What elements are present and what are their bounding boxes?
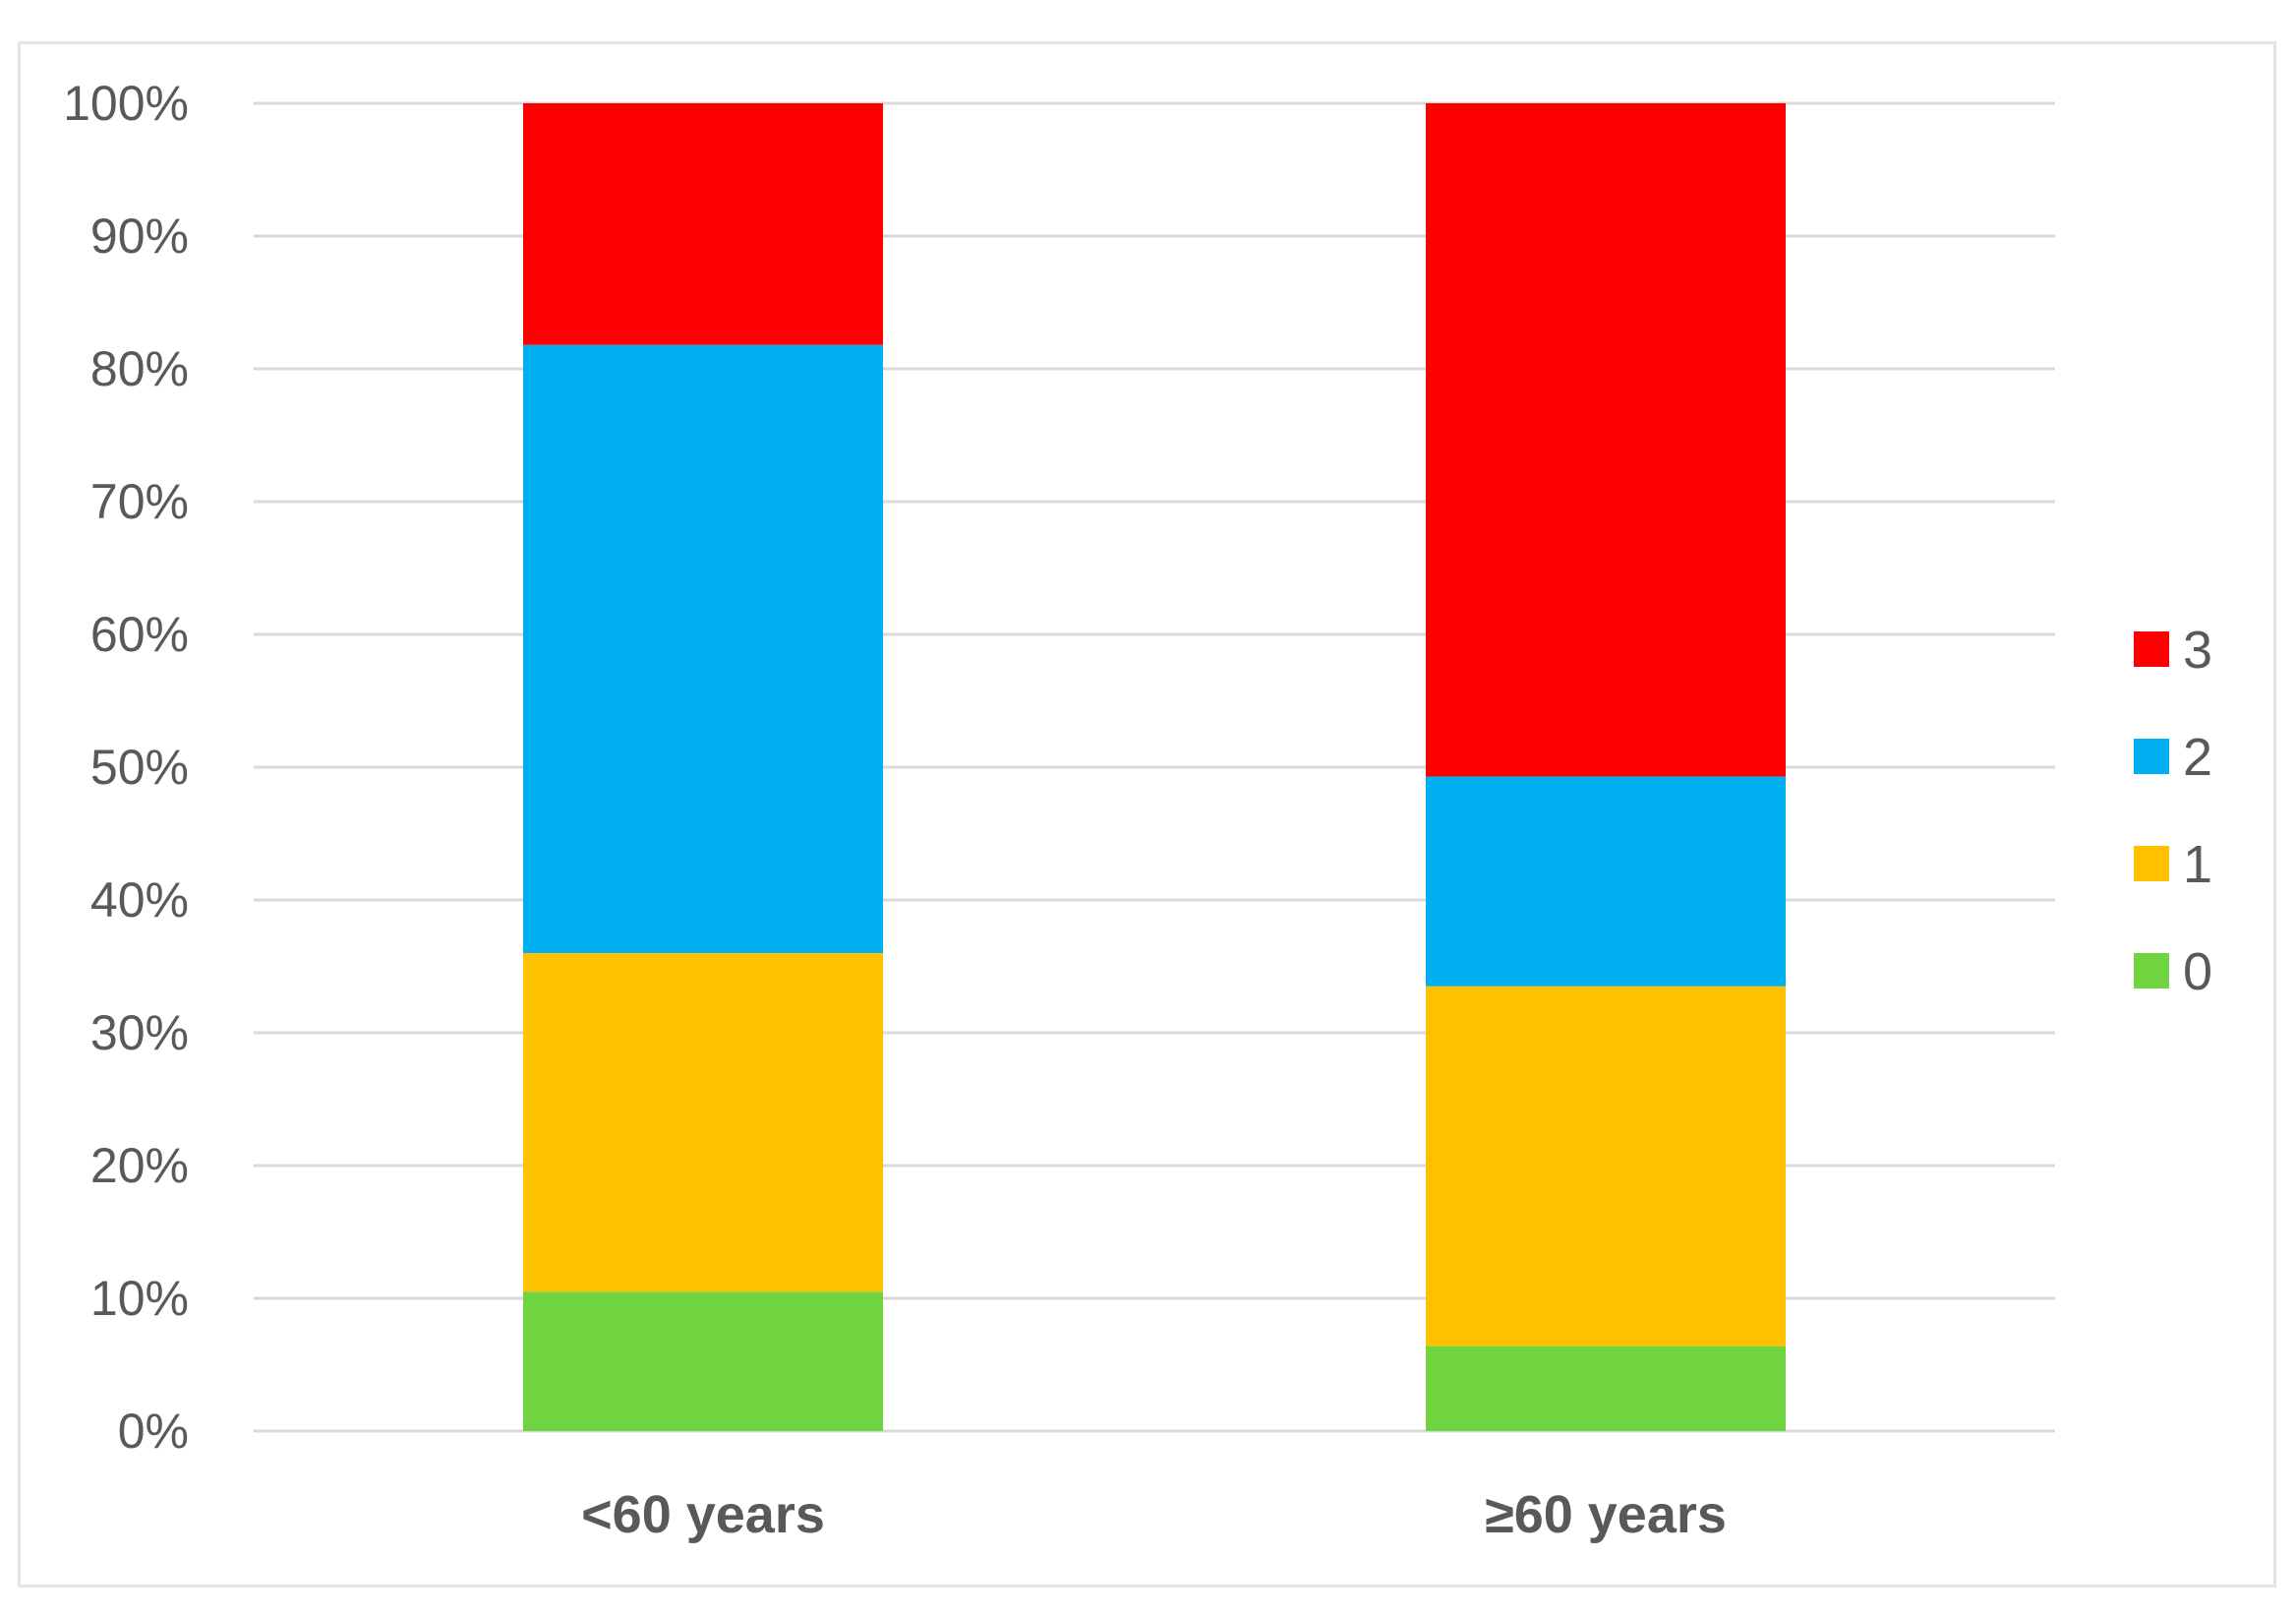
legend-swatch bbox=[2134, 953, 2169, 988]
y-tick-label: 30% bbox=[90, 1005, 189, 1060]
x-category-label: <60 years bbox=[581, 1485, 825, 1544]
legend-label: 1 bbox=[2183, 835, 2212, 894]
y-tick-label: 0% bbox=[118, 1404, 189, 1459]
bar-segment-3 bbox=[1426, 103, 1786, 777]
y-tick-label: 60% bbox=[90, 607, 189, 662]
y-tick-label: 70% bbox=[90, 474, 189, 529]
y-tick-label: 20% bbox=[90, 1138, 189, 1193]
y-tick-label: 90% bbox=[90, 209, 189, 264]
legend-label: 3 bbox=[2183, 621, 2212, 680]
y-tick-label: 50% bbox=[90, 740, 189, 795]
bar-segment-2 bbox=[523, 344, 883, 953]
bar-segment-2 bbox=[1426, 776, 1786, 987]
legend: 3 2 1 0 bbox=[2134, 621, 2212, 1001]
y-axis-ticks: 0% 10% 20% 30% 40% 50% 60% 70% 80% 90% 100% bbox=[63, 76, 189, 1459]
legend-label: 0 bbox=[2183, 942, 2212, 1001]
legend-swatch bbox=[2134, 739, 2169, 774]
y-tick-label: 10% bbox=[90, 1271, 189, 1326]
legend-swatch bbox=[2134, 631, 2169, 667]
legend-label: 2 bbox=[2183, 728, 2212, 787]
bar-segment-1 bbox=[1426, 986, 1786, 1347]
x-axis-categories: <60 years ≥60 years bbox=[581, 1485, 1727, 1544]
bar-segment-0 bbox=[523, 1291, 883, 1431]
y-tick-label: 100% bbox=[63, 76, 189, 131]
y-tick-label: 40% bbox=[90, 872, 189, 928]
legend-swatch bbox=[2134, 846, 2169, 881]
bars bbox=[523, 103, 1786, 1431]
chart-frame bbox=[18, 41, 2276, 1587]
x-category-label: ≥60 years bbox=[1485, 1485, 1727, 1544]
y-tick-label: 80% bbox=[90, 341, 189, 396]
bar-segment-0 bbox=[1426, 1346, 1786, 1431]
bar-segment-3 bbox=[523, 103, 883, 345]
bar-segment-1 bbox=[523, 953, 883, 1292]
